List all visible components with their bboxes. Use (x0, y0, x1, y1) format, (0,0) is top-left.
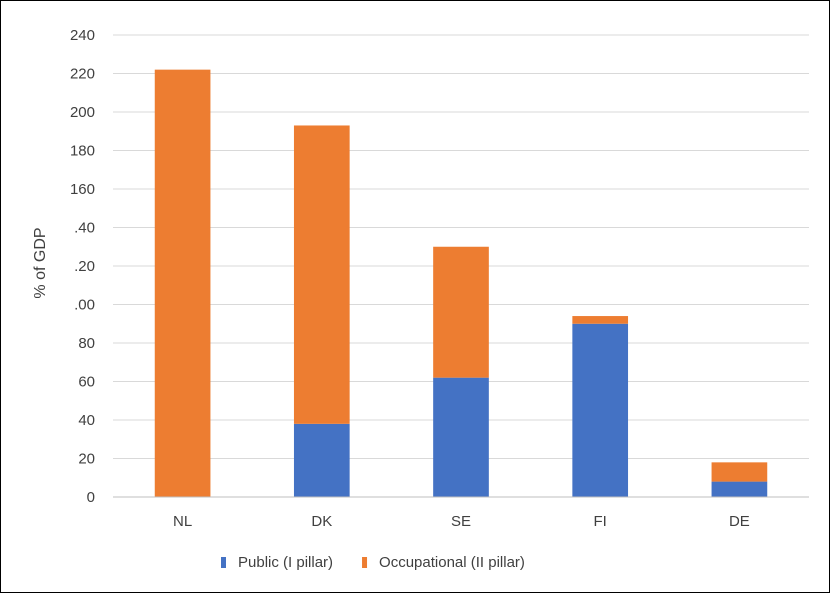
bar-se-occupational (433, 246, 489, 378)
y-tick-label: 80 (78, 335, 95, 352)
x-tick-label: FI (594, 513, 607, 530)
y-tick-label: 220 (70, 66, 95, 83)
y-tick-label: .00 (74, 297, 95, 314)
y-tick-label: .40 (74, 220, 95, 237)
legend-label: Public (I pillar) (238, 554, 333, 571)
x-tick-label: SE (451, 513, 471, 530)
x-tick-label: DE (729, 513, 750, 530)
legend-label: Occupational (II pillar) (379, 554, 525, 571)
y-axis-title: % of GDP (32, 227, 49, 298)
axes: 0 20 40 60 80 .00 .20 .40 160 180 200 220 240 NL DK SE F… (70, 27, 809, 530)
y-tick-label: 180 (70, 143, 95, 160)
legend: Public (I pillar) Occupational (II pillar… (221, 554, 525, 571)
legend-swatch (362, 557, 368, 568)
y-tick-label: 200 (70, 104, 95, 121)
bar-dk-occupational (293, 125, 350, 424)
bar-fi-public (572, 323, 629, 497)
legend-swatch (221, 557, 226, 568)
bar-se-public (433, 377, 489, 497)
y-tick-label: 40 (78, 412, 95, 429)
bar-de-occupational (711, 462, 768, 482)
bar-nl-occupational (154, 69, 211, 498)
y-tick-label: 60 (78, 374, 95, 391)
x-tick-label: NL (173, 513, 192, 530)
bar-fi-occupational (572, 316, 629, 324)
bar-dk-public (293, 423, 350, 497)
y-tick-label: 20 (78, 451, 95, 468)
y-tick-label: 0 (87, 489, 95, 506)
y-tick-label: 160 (70, 181, 95, 198)
y-tick-label: .20 (74, 258, 95, 275)
y-tick-label: 240 (70, 27, 95, 44)
x-tick-label: DK (311, 513, 332, 530)
bar-de-public (711, 481, 768, 497)
bars (154, 69, 768, 498)
